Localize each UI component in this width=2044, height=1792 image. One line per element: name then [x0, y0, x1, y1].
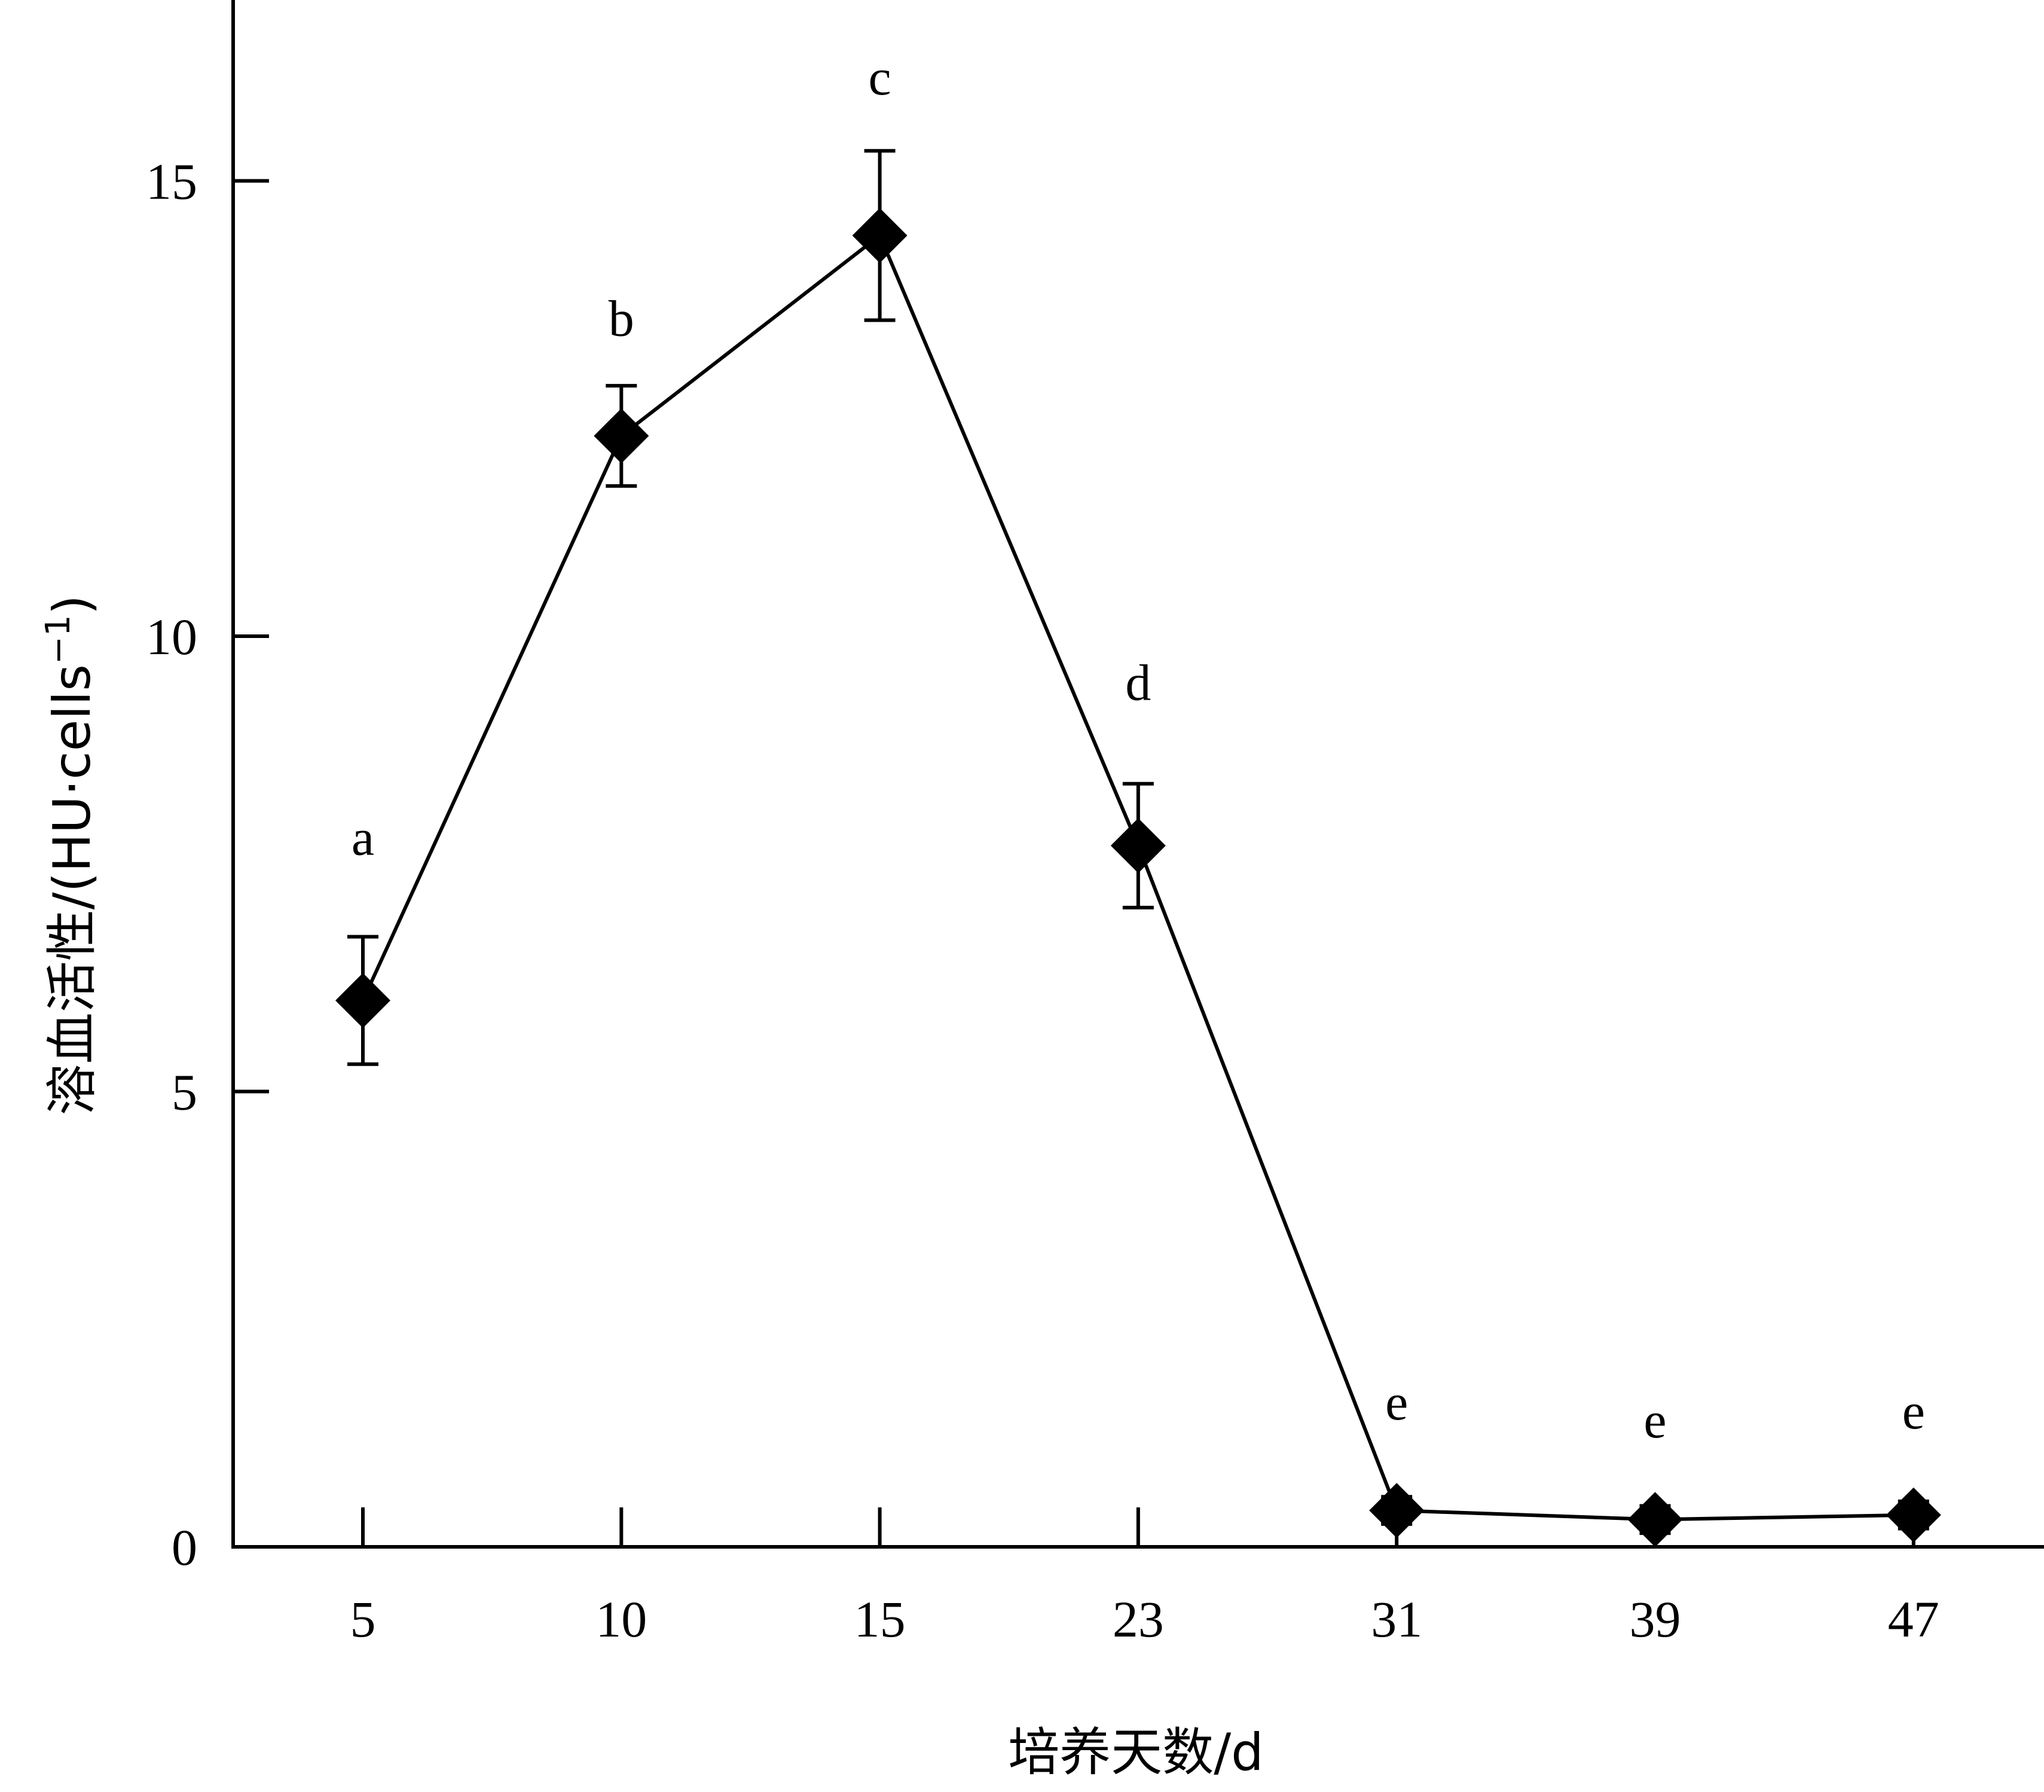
- data-point-marker: [1110, 818, 1166, 874]
- y-axis-title-close: ): [42, 595, 102, 615]
- significance-letter: e: [1902, 1382, 1925, 1440]
- data-point-marker: [852, 207, 908, 263]
- x-tick-label: 23: [1113, 1590, 1164, 1648]
- y-ticks: 0 5 10 15: [146, 153, 269, 1576]
- data-point-marker: [1886, 1487, 1941, 1543]
- y-axis-title-main: 溶血活性/(HU·cells: [42, 664, 102, 1115]
- y-axis-title-superscript: −1: [39, 615, 78, 664]
- data-point-marker: [1369, 1483, 1425, 1538]
- x-ticks: 5 10 15 23 31 39 47: [350, 1507, 1939, 1648]
- x-tick-label: 47: [1888, 1590, 1939, 1648]
- data-point-marker: [335, 973, 390, 1028]
- data-point-marker: [594, 408, 649, 463]
- x-tick-label: 10: [595, 1590, 647, 1648]
- y-tick-label: 0: [172, 1519, 197, 1576]
- significance-letter: d: [1125, 654, 1151, 712]
- y-tick-label: 5: [172, 1064, 197, 1121]
- x-axis-title: 培养天数/d: [1008, 1723, 1264, 1782]
- y-tick-label: 15: [146, 153, 197, 210]
- markers: [335, 207, 1941, 1547]
- significance-letter: c: [869, 48, 891, 106]
- y-axis-title: 溶血活性/(HU·cells−1): [39, 595, 102, 1115]
- significance-letter: e: [1643, 1391, 1666, 1449]
- significance-letter: e: [1385, 1373, 1408, 1431]
- x-tick-label: 31: [1371, 1590, 1422, 1648]
- x-tick-label: 5: [350, 1590, 376, 1648]
- x-tick-label: 39: [1630, 1590, 1681, 1648]
- y-tick-label: 10: [146, 608, 197, 665]
- x-tick-label: 15: [854, 1590, 906, 1648]
- axes: [231, 0, 2044, 1549]
- significance-letter: a: [352, 809, 374, 866]
- significance-labels: a b c d e e e: [352, 48, 1925, 1449]
- data-point-marker: [1627, 1492, 1683, 1547]
- significance-letter: b: [609, 289, 634, 347]
